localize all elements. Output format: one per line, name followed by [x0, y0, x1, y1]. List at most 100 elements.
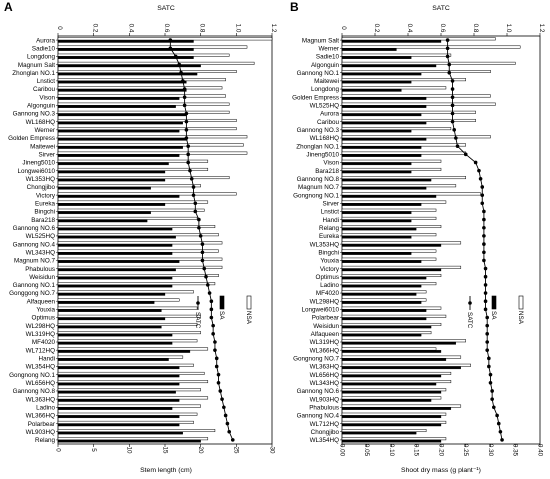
bar-nsa: [57, 86, 223, 90]
bar-sa: [341, 382, 437, 386]
bar-sa: [341, 374, 442, 378]
top-tick-label: 0.2: [373, 24, 380, 33]
satc-point: [218, 389, 223, 393]
bar-nsa: [57, 94, 226, 98]
bar-nsa: [341, 412, 447, 416]
satc-point: [168, 38, 173, 42]
bar-sa: [57, 235, 176, 239]
bar-sa: [57, 137, 187, 141]
bar-sa: [57, 146, 183, 149]
satc-point: [223, 413, 228, 418]
bar-nsa: [57, 159, 209, 163]
bar-sa: [57, 407, 173, 410]
category-label: Gongnong NO.1: [293, 192, 339, 199]
satc-point: [182, 87, 187, 91]
bar-sa: [341, 333, 422, 337]
bar-nsa: [341, 355, 462, 359]
bar-sa: [57, 358, 169, 361]
satc-point: [450, 87, 455, 91]
bar-nsa: [341, 200, 447, 204]
bar-sa: [57, 341, 173, 345]
satc-point: [447, 70, 452, 75]
satc-point: [500, 438, 504, 442]
bar-nsa: [341, 37, 496, 41]
bar-sa: [341, 219, 412, 223]
satc-point: [450, 111, 455, 116]
satc-point: [480, 201, 485, 206]
category-label: Relang: [319, 225, 339, 232]
category-label: WL319HQ: [26, 331, 55, 338]
bar-sa: [57, 154, 180, 157]
category-label: Polarbear: [312, 315, 339, 322]
x-tick-label: 30: [268, 446, 275, 454]
satc-point: [182, 95, 187, 99]
satc-point: [450, 95, 455, 99]
bar-nsa: [341, 290, 427, 294]
category-label: Algonguin: [311, 62, 340, 69]
bar-sa: [341, 276, 427, 280]
category-label: Ladino: [36, 404, 55, 411]
category-label: Bara218: [31, 217, 55, 224]
satc-point: [450, 119, 455, 124]
x-tick-label: 20: [197, 446, 204, 454]
category-label: Optimus: [32, 315, 55, 322]
chart-panel-a: A 0 0.2 0.4 0.6 0.8 1.0 1.2 SATC 0 5 10 15 20 25 30 Stem…: [4, 0, 277, 474]
category-label: WL712HQ: [310, 421, 339, 428]
category-label: Jineng5010: [306, 152, 339, 159]
bar-sa: [341, 317, 427, 321]
bar-sa: [57, 39, 194, 43]
top-tick-label: 0.8: [472, 24, 479, 33]
bar-sa: [341, 129, 412, 133]
bar-sa: [341, 194, 437, 198]
bar-sa: [57, 219, 148, 223]
bar-nsa: [341, 61, 516, 65]
category-label: Longdong: [311, 86, 340, 93]
bar-nsa: [341, 184, 457, 188]
satc-point: [191, 193, 196, 197]
x-tick-label: 15: [161, 446, 168, 454]
category-label: WL354HQ: [310, 437, 339, 444]
bar-nsa: [57, 135, 248, 139]
category-label: Bara218: [315, 168, 339, 175]
satc-point: [485, 323, 490, 328]
satc-point: [173, 54, 178, 59]
satc-point: [490, 389, 494, 393]
bar-sa: [57, 333, 173, 337]
bar-nsa: [57, 167, 209, 171]
satc-point: [177, 62, 182, 67]
satc-point: [184, 128, 189, 132]
bar-nsa: [341, 78, 466, 82]
bar-sa: [341, 227, 417, 231]
bar-sa: [341, 162, 412, 166]
legend-label-nsa: NSA: [517, 311, 524, 325]
bar-nsa: [57, 61, 255, 65]
bar-sa: [57, 113, 187, 117]
bar-nsa: [341, 437, 447, 441]
bar-sa: [57, 309, 162, 312]
satc-point: [478, 177, 483, 181]
category-label: Werner: [318, 45, 339, 52]
satc-point: [207, 291, 212, 295]
top-tick-label: 0: [340, 26, 347, 30]
bar-nsa: [57, 404, 201, 408]
bar-nsa: [341, 159, 442, 163]
category-label: WL712HQ: [26, 347, 55, 354]
category-label: Victory: [36, 192, 56, 199]
bar-nsa: [341, 265, 462, 269]
bar-sa: [57, 301, 155, 304]
satc-point: [200, 242, 205, 246]
category-label: Sadie10: [316, 54, 340, 61]
bar-nsa: [341, 339, 466, 343]
category-label: Vison: [323, 160, 339, 167]
category-label: Bingchi: [34, 209, 55, 216]
category-label: Alfaqueen: [311, 331, 340, 338]
bar-sa: [57, 88, 187, 92]
satc-point: [485, 315, 490, 320]
satc-point: [482, 225, 486, 230]
bar-sa: [341, 309, 427, 312]
category-label: Magnum Salt: [18, 62, 55, 69]
bar-sa: [341, 113, 422, 117]
satc-point: [184, 136, 189, 140]
bar-sa: [341, 80, 412, 84]
